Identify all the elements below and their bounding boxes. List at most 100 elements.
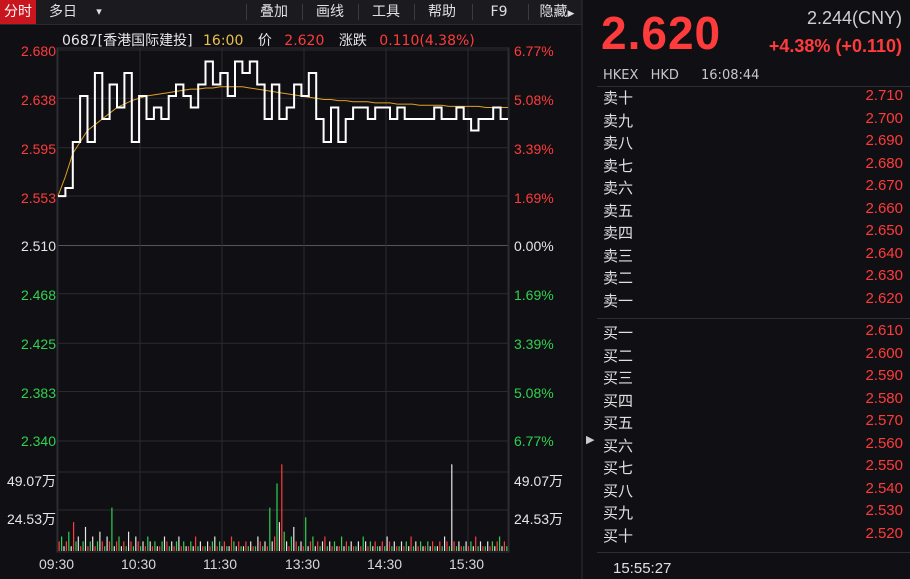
ask-row[interactable]: 卖一 2.620 bbox=[603, 290, 903, 312]
x-tick-time: 09:30 bbox=[39, 556, 75, 572]
ask-row[interactable]: 卖七 2.680 bbox=[603, 155, 903, 177]
change-label: 涨跌 bbox=[338, 33, 367, 49]
level-price: 2.570 bbox=[865, 412, 903, 429]
ask-row[interactable]: 卖六 2.670 bbox=[603, 177, 903, 199]
level-price: 2.610 bbox=[865, 322, 903, 339]
volume-tick-left: 24.53万 bbox=[6, 511, 56, 527]
level-label: 卖九 bbox=[603, 111, 634, 130]
ask-row[interactable]: 卖二 2.630 bbox=[603, 267, 903, 289]
bid-row[interactable]: 买八 2.540 bbox=[603, 480, 903, 502]
tools-button[interactable]: 工具 bbox=[372, 4, 400, 20]
y-tick-right: 3.39% bbox=[514, 141, 554, 157]
bid-row[interactable]: 买一 2.610 bbox=[603, 322, 903, 344]
level-price: 2.650 bbox=[865, 222, 903, 239]
level-price: 2.590 bbox=[865, 367, 903, 384]
info-price: 2.620 bbox=[284, 33, 325, 49]
level-price: 2.540 bbox=[865, 479, 903, 497]
reference-price-cny: 2.244(CNY) bbox=[806, 8, 902, 28]
bid-row[interactable]: 买九 2.530 bbox=[603, 502, 903, 524]
level-label: 卖六 bbox=[603, 179, 634, 197]
level-price: 2.670 bbox=[865, 177, 903, 194]
x-tick-time: 10:30 bbox=[121, 556, 157, 572]
level-price: 2.550 bbox=[865, 457, 903, 474]
level-label: 买五 bbox=[603, 414, 634, 432]
level-price: 2.600 bbox=[865, 344, 903, 362]
y-tick-left: 2.468 bbox=[20, 287, 56, 303]
x-tick-time: 11:30 bbox=[203, 556, 237, 572]
level-label: 买十 bbox=[603, 526, 634, 545]
level-label: 买八 bbox=[603, 481, 634, 500]
volume-tick-right: 49.07万 bbox=[514, 473, 564, 489]
bid-row[interactable]: 买五 2.570 bbox=[603, 412, 903, 434]
tab-multiday[interactable]: 多日 bbox=[49, 4, 77, 20]
hide-button[interactable]: 隐藏▶ bbox=[539, 4, 575, 20]
level-price: 2.690 bbox=[865, 132, 903, 149]
level-label: 卖三 bbox=[603, 246, 634, 265]
y-tick-right: 5.08% bbox=[514, 385, 554, 401]
bid-row[interactable]: 买二 2.600 bbox=[603, 345, 903, 367]
quote-meta: HKEX HKD 16:08:44 bbox=[603, 68, 759, 83]
ask-row[interactable]: 卖三 2.640 bbox=[603, 245, 903, 267]
stock-info-line: 0687[香港国际建投] 16:00 价 2.620 涨跌 0.110(4.38… bbox=[62, 30, 475, 50]
ask-row[interactable]: 卖八 2.690 bbox=[603, 132, 903, 154]
y-tick-right: 3.39% bbox=[514, 336, 554, 352]
y-tick-right: 5.08% bbox=[514, 92, 554, 108]
level-price: 2.660 bbox=[865, 199, 903, 217]
x-tick-time: 13:30 bbox=[285, 556, 321, 572]
level-label: 卖五 bbox=[603, 201, 634, 220]
help-button[interactable]: 帮助 bbox=[428, 4, 456, 20]
dropdown-arrow-icon[interactable]: ▾ bbox=[96, 5, 102, 18]
volume-tick-left: 49.07万 bbox=[6, 473, 56, 489]
chart-toolbar: 分时 多日 ▾ 叠加 画线 工具 帮助 F9 隐藏▶ bbox=[0, 0, 582, 25]
bid-row[interactable]: 买三 2.590 bbox=[603, 367, 903, 389]
bid-row[interactable]: 买七 2.550 bbox=[603, 457, 903, 479]
y-tick-left: 2.638 bbox=[20, 92, 56, 108]
f9-button[interactable]: F9 bbox=[490, 4, 508, 20]
info-change: 0.110(4.38%) bbox=[379, 33, 475, 49]
tab-intraday[interactable]: 分时 bbox=[0, 0, 36, 24]
bid-row[interactable]: 买十 2.520 bbox=[603, 525, 903, 547]
y-tick-left: 2.425 bbox=[20, 336, 56, 352]
info-time: 16:00 bbox=[203, 33, 244, 49]
y-tick-left: 2.553 bbox=[20, 190, 56, 206]
level-label: 买九 bbox=[603, 504, 634, 522]
y-tick-right: 6.77% bbox=[514, 43, 554, 59]
level-label: 买一 bbox=[603, 324, 634, 342]
chart-frame bbox=[56, 47, 510, 553]
price-line bbox=[58, 60, 508, 198]
level-price: 2.530 bbox=[865, 502, 903, 519]
y-tick-left: 2.595 bbox=[20, 141, 56, 157]
play-arrow-icon: ▶ bbox=[567, 9, 575, 19]
volume-bars bbox=[58, 464, 508, 551]
y-tick-right: 1.69% bbox=[514, 190, 554, 206]
price-change: +4.38% (+0.110) bbox=[768, 36, 902, 56]
draw-line-button[interactable]: 画线 bbox=[316, 4, 344, 20]
ask-row[interactable]: 卖四 2.650 bbox=[603, 222, 903, 244]
bid-row[interactable]: 买六 2.560 bbox=[603, 435, 903, 457]
level-label: 卖八 bbox=[603, 134, 634, 152]
overlay-button[interactable]: 叠加 bbox=[260, 4, 288, 20]
bid-row[interactable]: 买四 2.580 bbox=[603, 390, 903, 412]
intraday-chart[interactable]: ▶ bbox=[0, 0, 597, 579]
y-tick-left: 2.510 bbox=[20, 238, 56, 254]
ask-row[interactable]: 卖十 2.710 bbox=[603, 87, 903, 109]
quote-panel: 2.620 2.244(CNY) +4.38% (+0.110) HKEX HK… bbox=[597, 0, 910, 579]
y-tick-left: 2.680 bbox=[20, 43, 56, 59]
average-price-line bbox=[57, 86, 508, 197]
currency-label: HKD bbox=[650, 68, 679, 83]
level-price: 2.620 bbox=[865, 289, 903, 307]
level-label: 买二 bbox=[603, 346, 634, 365]
chart-grid bbox=[57, 48, 509, 552]
y-tick-left: 2.340 bbox=[20, 433, 56, 449]
level-label: 买七 bbox=[603, 459, 634, 477]
ask-row[interactable]: 卖五 2.660 bbox=[603, 200, 903, 222]
level-price: 2.680 bbox=[865, 154, 903, 172]
level-price: 2.640 bbox=[865, 244, 903, 262]
exchange-label: HKEX bbox=[603, 68, 639, 83]
level-price: 2.710 bbox=[865, 87, 903, 104]
ask-row[interactable]: 卖九 2.700 bbox=[603, 110, 903, 132]
y-tick-right: 0.00% bbox=[514, 238, 554, 254]
level-label: 买四 bbox=[603, 391, 634, 410]
last-price: 2.620 bbox=[601, 7, 722, 59]
level-label: 卖七 bbox=[603, 156, 634, 175]
